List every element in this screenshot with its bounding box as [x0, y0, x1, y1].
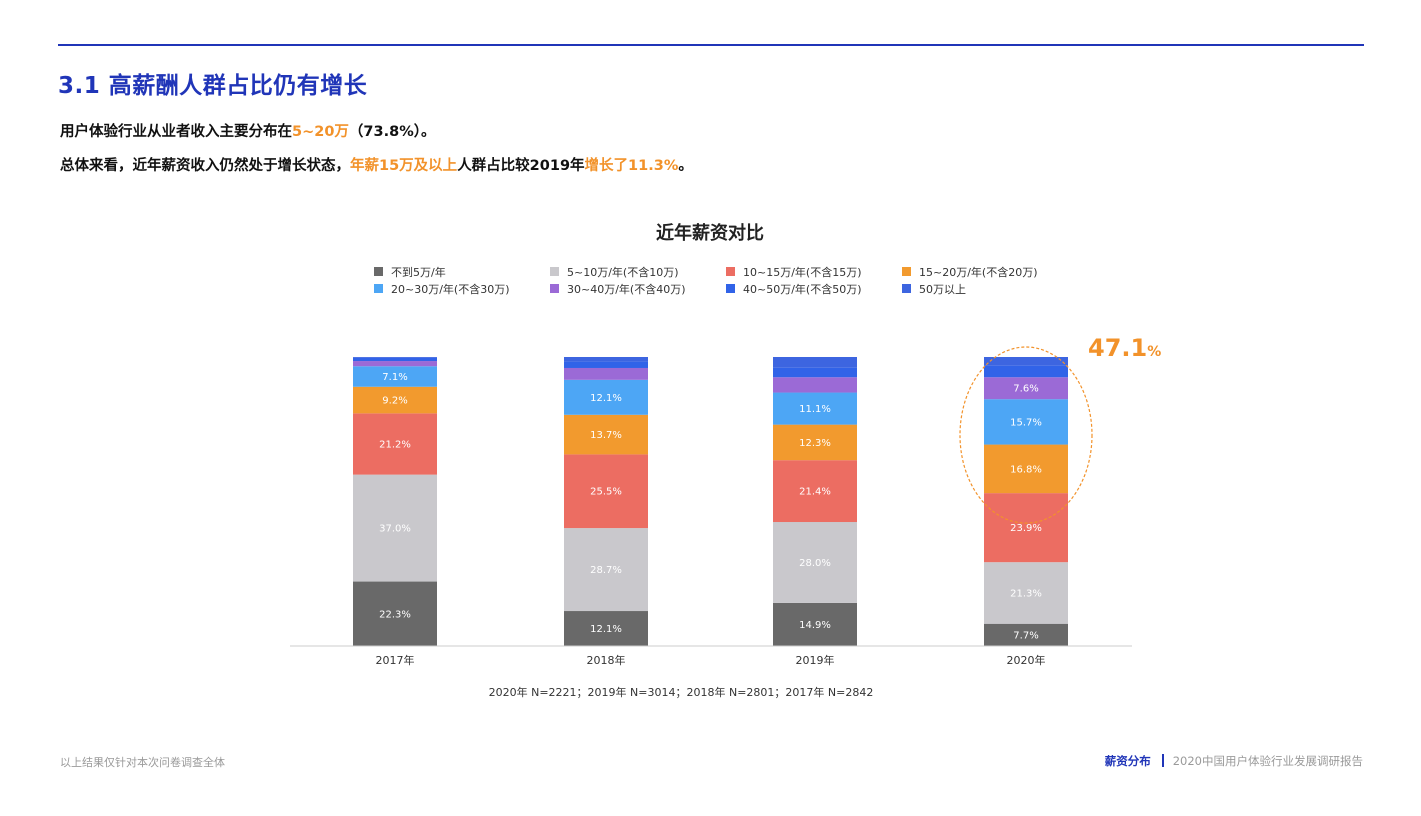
- bar-value-label: 13.7%: [590, 430, 622, 441]
- x-tick-label: 2017年: [376, 653, 415, 667]
- bar-value-label: 37.0%: [379, 524, 411, 535]
- legend-label: 5~10万/年(不含10万): [567, 265, 679, 279]
- bar-value-label: 25.5%: [590, 487, 622, 498]
- bar-segment: [984, 399, 1068, 445]
- chart-title: 近年薪资对比: [656, 222, 764, 244]
- bar-segment: [564, 367, 648, 380]
- bar-segment: [353, 357, 437, 358]
- legend-label: 20~30万/年(不含30万): [391, 282, 510, 296]
- bar-segment: [984, 357, 1068, 366]
- section-title: 3.1 高薪酬人群占比仍有增长: [58, 73, 368, 99]
- summary-line-2-end: 。: [678, 158, 693, 174]
- bar-value-label: 12.3%: [799, 438, 831, 449]
- bar-segment: [773, 602, 857, 646]
- bar-value-label: 14.9%: [799, 620, 831, 631]
- footer-note: 以上结果仅针对本次问卷调查全体: [60, 756, 225, 769]
- summary-line-1: 用户体验行业从业者收入主要分布在5~20万（73.8%）。: [60, 120, 435, 141]
- x-axis-ticks: 2017年 2018年 2019年 2020年: [376, 653, 1046, 667]
- bar-segment: [984, 562, 1068, 624]
- bar-segment: [773, 424, 857, 461]
- bar-value-label: 22.3%: [379, 609, 411, 620]
- highlight-callout: 47.1%: [959, 334, 1161, 524]
- bar-segment: [564, 379, 648, 415]
- bar-value-label: 15.7%: [1010, 417, 1042, 428]
- bar-segment: [564, 454, 648, 529]
- bar-segment: [773, 392, 857, 425]
- bar-segment: [353, 357, 437, 362]
- summary-line-1-text: 用户体验行业从业者收入主要分布在: [60, 124, 292, 140]
- bar-segment: [984, 377, 1068, 400]
- footer-report-title: 2020中国用户体验行业发展调研报告: [1172, 754, 1363, 768]
- legend-label: 不到5万/年: [391, 265, 446, 279]
- bar-value-label: 28.0%: [799, 558, 831, 569]
- summary-line-1-share: （73.8%）。: [348, 124, 436, 140]
- bar-segment: [353, 474, 437, 582]
- legend-swatch: [550, 267, 559, 276]
- summary-line-2-text: 总体来看，近年薪资收入仍然处于增长状态，: [60, 158, 350, 174]
- bar-segment: [773, 522, 857, 603]
- bar-segment: [984, 623, 1068, 646]
- bar-segment: [984, 444, 1068, 494]
- bar-segment: [564, 611, 648, 646]
- bar-segment: [564, 414, 648, 455]
- footer-divider: [1161, 754, 1164, 767]
- callout-value: 47.1%: [1088, 334, 1161, 362]
- bar-segment: [564, 361, 648, 368]
- legend-swatch: [726, 284, 735, 293]
- x-tick-label: 2019年: [796, 653, 835, 667]
- legend-swatch: [374, 267, 383, 276]
- legend-label: 50万以上: [919, 283, 966, 296]
- bar-value-label: 16.8%: [1010, 464, 1042, 475]
- footer-section-name: 薪资分布: [1104, 754, 1151, 768]
- legend-swatch: [902, 284, 911, 293]
- bar-value-label: 11.1%: [799, 404, 831, 415]
- callout-ellipse: [959, 346, 1093, 524]
- top-rule: [58, 44, 1364, 46]
- legend-label: 40~50万/年(不含50万): [743, 282, 862, 296]
- legend-label: 30~40万/年(不含40万): [567, 282, 686, 296]
- bar-value-label: 7.1%: [382, 372, 407, 383]
- bar-value-label: 21.4%: [799, 487, 831, 498]
- summary-line-2: 总体来看，近年薪资收入仍然处于增长状态，年薪15万及以上人群占比较2019年增长…: [60, 154, 693, 175]
- bar-segment: [984, 365, 1068, 378]
- bar-value-label: 9.2%: [382, 396, 407, 407]
- summary-highlight-group: 年薪15万及以上: [350, 158, 458, 174]
- chart-bars: 22.3% 37.0% 21.2% 9.2% 7.1% 12.1% 28.7% 25.5% 13…: [353, 357, 1068, 646]
- bar-segment: [353, 413, 437, 475]
- bar-segment: [773, 357, 857, 368]
- bar-segment: [353, 361, 437, 367]
- bar-segment: [564, 357, 648, 362]
- bar-segment: [353, 581, 437, 646]
- salary-comparison-chart: 近年薪资对比 不到5万/年 5~10万/年(不含10万) 10~15万/年(不含15…: [290, 222, 1161, 699]
- bar-value-label: 21.2%: [379, 439, 411, 450]
- bar-segment: [353, 366, 437, 387]
- bar-value-label: 21.3%: [1010, 588, 1042, 599]
- summary-line-2-compare: 人群占比较2019年: [457, 158, 585, 174]
- bar-value-label: 12.1%: [590, 393, 622, 404]
- bar-segment: [773, 460, 857, 523]
- bar-segment: [773, 377, 857, 393]
- x-tick-label: 2020年: [1007, 653, 1046, 667]
- bar-segment: [564, 528, 648, 612]
- sample-size-note: 2020年 N=2221；2019年 N=3014；2018年 N=2801；2…: [489, 685, 874, 699]
- summary-highlight-growth: 增长了11.3%: [584, 158, 679, 174]
- legend-swatch: [550, 284, 559, 293]
- footer-meta: 薪资分布 2020中国用户体验行业发展调研报告: [1105, 753, 1363, 769]
- bar-segment: [773, 367, 857, 378]
- legend-label: 10~15万/年(不含15万): [743, 265, 862, 279]
- bar-value-label: 28.7%: [590, 565, 622, 576]
- bar-value-label: 12.1%: [590, 624, 622, 635]
- legend-swatch: [726, 267, 735, 276]
- bar-value-label: 7.6%: [1013, 384, 1038, 395]
- legend-swatch: [374, 284, 383, 293]
- legend-label: 15~20万/年(不含20万): [919, 265, 1038, 279]
- bar-segment: [353, 386, 437, 414]
- bar-segment: [984, 493, 1068, 563]
- x-tick-label: 2018年: [587, 653, 626, 667]
- bar-value-label: 23.9%: [1010, 523, 1042, 534]
- bar-value-label: 7.7%: [1013, 630, 1038, 641]
- chart-legend: 不到5万/年 5~10万/年(不含10万) 10~15万/年(不含15万) 15~20…: [374, 265, 1038, 296]
- summary-highlight-range: 5~20万: [292, 124, 349, 140]
- legend-swatch: [902, 267, 911, 276]
